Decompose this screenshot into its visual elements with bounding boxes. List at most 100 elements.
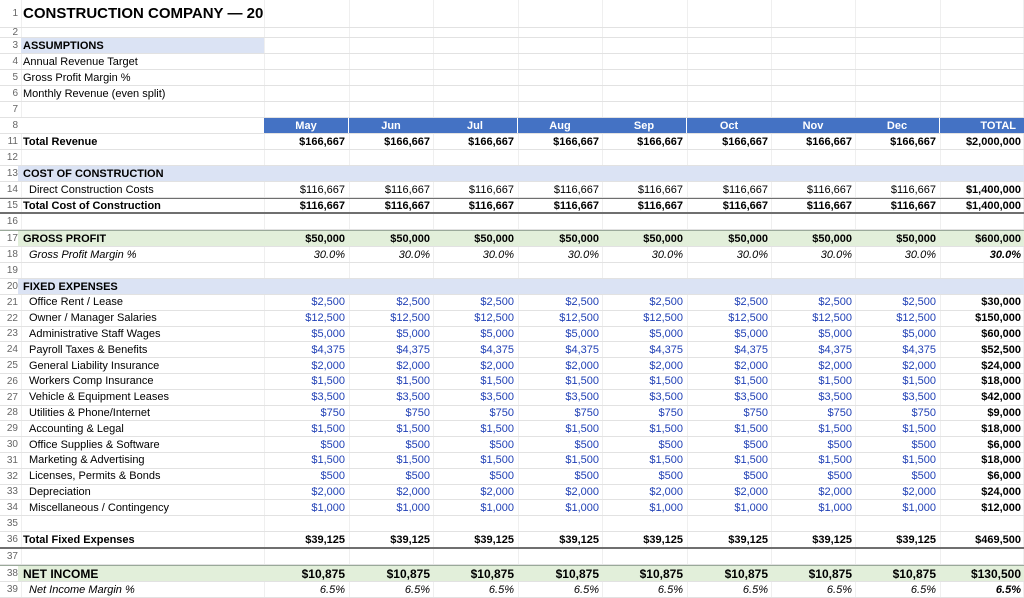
value-cell[interactable]: $6,000 bbox=[987, 438, 1021, 451]
value-cell[interactable]: $5,000 bbox=[396, 327, 430, 340]
value-cell[interactable]: $116,667 bbox=[384, 183, 430, 196]
value-cell[interactable]: $166,667 bbox=[890, 135, 936, 148]
net-income-label[interactable]: NET INCOME bbox=[23, 566, 99, 581]
value-cell[interactable]: $1,500 bbox=[565, 375, 599, 388]
expense-row[interactable]: 27 Vehicle & Equipment Leases $3,500 $3,500… bbox=[0, 389, 1024, 406]
value-cell[interactable]: $5,000 bbox=[649, 327, 683, 340]
value-cell[interactable]: $1,000 bbox=[311, 501, 345, 514]
value-cell[interactable]: $2,500 bbox=[734, 296, 768, 309]
value-cell[interactable]: $2,000 bbox=[818, 485, 852, 498]
value-cell[interactable]: $500 bbox=[574, 470, 599, 483]
expense-row[interactable]: 29 Accounting & Legal $1,500 $1,500 $1,500 $1… bbox=[0, 421, 1024, 438]
row-number[interactable]: 31 bbox=[0, 453, 18, 468]
value-cell[interactable]: $1,500 bbox=[396, 422, 430, 435]
expense-label[interactable]: Office Supplies & Software bbox=[29, 438, 160, 451]
expense-label[interactable]: Marketing & Advertising bbox=[29, 454, 145, 467]
value-cell[interactable]: $6,000 bbox=[987, 470, 1021, 483]
value-cell[interactable]: $1,500 bbox=[311, 422, 345, 435]
value-cell[interactable]: $4,375 bbox=[480, 343, 514, 356]
row-number[interactable]: 21 bbox=[0, 295, 18, 310]
value-cell[interactable]: $10,875 bbox=[470, 566, 514, 581]
value-cell[interactable]: $116,667 bbox=[553, 183, 599, 196]
assumptions-header-row[interactable]: 3 ASSUMPTIONS bbox=[0, 38, 1024, 54]
value-cell[interactable]: $5,000 bbox=[734, 327, 768, 340]
empty-row[interactable]: 2 bbox=[0, 27, 1024, 38]
value-cell[interactable]: $50,000 bbox=[390, 232, 430, 245]
net-margin-label[interactable]: Net Income Margin % bbox=[29, 583, 135, 596]
empty-row[interactable]: 19 bbox=[0, 263, 1024, 279]
value-cell[interactable]: $500 bbox=[911, 438, 936, 451]
value-cell[interactable]: $1,500 bbox=[734, 375, 768, 388]
value-cell[interactable]: $2,000 bbox=[311, 359, 345, 372]
value-cell[interactable]: $9,000 bbox=[987, 406, 1021, 419]
value-cell[interactable]: $5,000 bbox=[480, 327, 514, 340]
row-number[interactable]: 39 bbox=[0, 582, 18, 597]
value-cell[interactable]: $24,000 bbox=[981, 359, 1021, 372]
value-cell[interactable]: $50,000 bbox=[474, 232, 514, 245]
month-header[interactable]: Jul bbox=[433, 118, 517, 133]
value-cell[interactable]: $4,375 bbox=[396, 343, 430, 356]
value-cell[interactable]: $50,000 bbox=[896, 232, 936, 245]
value-cell[interactable]: $39,125 bbox=[559, 533, 599, 546]
net-income-row[interactable]: 38 NET INCOME $10,875 $10,875 $10,875 $10,875… bbox=[0, 565, 1024, 582]
value-cell[interactable]: $12,500 bbox=[896, 312, 936, 325]
value-cell[interactable]: $50,000 bbox=[643, 232, 683, 245]
row-number[interactable]: 36 bbox=[0, 532, 18, 547]
value-cell[interactable]: $2,500 bbox=[902, 296, 936, 309]
row-number[interactable]: 4 bbox=[0, 54, 18, 69]
row-label-cell[interactable] bbox=[21, 118, 264, 133]
value-cell[interactable]: $500 bbox=[489, 470, 514, 483]
row-number[interactable]: 23 bbox=[0, 326, 18, 342]
value-cell[interactable]: $500 bbox=[827, 470, 852, 483]
value-cell[interactable]: $3,500 bbox=[649, 391, 683, 404]
value-cell[interactable]: $116,667 bbox=[722, 183, 768, 196]
expense-row[interactable]: 21 Office Rent / Lease $2,500 $2,500 $2,500 $… bbox=[0, 295, 1024, 311]
value-cell[interactable]: $2,000 bbox=[480, 359, 514, 372]
total-revenue-label[interactable]: Total Revenue bbox=[23, 135, 98, 148]
expense-row[interactable]: 23 Administrative Staff Wages $5,000 $5,000… bbox=[0, 326, 1024, 343]
expense-row[interactable]: 24 Payroll Taxes & Benefits $4,375 $4,375 $4… bbox=[0, 342, 1024, 359]
value-cell[interactable]: $1,000 bbox=[818, 501, 852, 514]
row-label-cell[interactable] bbox=[21, 516, 264, 531]
value-cell[interactable]: $2,000 bbox=[734, 359, 768, 372]
value-cell[interactable]: $500 bbox=[743, 470, 768, 483]
value-cell[interactable]: $4,375 bbox=[649, 343, 683, 356]
value-cell[interactable]: $1,500 bbox=[396, 375, 430, 388]
value-cell[interactable]: 30.0% bbox=[567, 248, 599, 261]
value-cell[interactable]: $116,667 bbox=[637, 183, 683, 196]
value-cell[interactable]: $4,375 bbox=[734, 343, 768, 356]
row-number[interactable]: 16 bbox=[0, 214, 18, 229]
value-cell[interactable]: $12,500 bbox=[812, 312, 852, 325]
expense-label[interactable]: Licenses, Permits & Bonds bbox=[29, 470, 161, 483]
value-cell[interactable]: $166,667 bbox=[553, 135, 599, 148]
value-cell[interactable]: $1,000 bbox=[396, 501, 430, 514]
row-number[interactable]: 6 bbox=[0, 86, 18, 101]
fixed-expenses-header[interactable]: FIXED EXPENSES bbox=[23, 280, 118, 293]
value-cell[interactable]: 30.0% bbox=[313, 248, 345, 261]
value-cell[interactable]: $4,375 bbox=[902, 343, 936, 356]
empty-row[interactable]: 37 bbox=[0, 549, 1024, 565]
assumption-label[interactable]: Gross Profit Margin % bbox=[23, 71, 131, 84]
value-cell[interactable]: 6.5% bbox=[657, 583, 683, 596]
value-cell[interactable]: $4,375 bbox=[565, 343, 599, 356]
row-number[interactable]: 19 bbox=[0, 263, 18, 278]
month-header[interactable]: Oct bbox=[687, 118, 771, 133]
net-margin-row[interactable]: 39 Net Income Margin % 6.5% 6.5% 6.5% 6.5% 6.5… bbox=[0, 582, 1024, 598]
value-cell[interactable]: $42,000 bbox=[981, 391, 1021, 404]
value-cell[interactable]: $166,667 bbox=[299, 135, 345, 148]
row-label-cell[interactable] bbox=[21, 102, 264, 117]
gross-margin-label[interactable]: Gross Profit Margin % bbox=[29, 248, 137, 261]
expense-label[interactable]: Utilities & Phone/Internet bbox=[29, 406, 151, 419]
value-cell[interactable]: $2,500 bbox=[396, 296, 430, 309]
value-cell[interactable]: $600,000 bbox=[975, 232, 1021, 245]
month-header[interactable]: Sep bbox=[602, 118, 686, 133]
value-cell[interactable]: $12,500 bbox=[728, 312, 768, 325]
expense-label[interactable]: Vehicle & Equipment Leases bbox=[29, 391, 170, 404]
value-cell[interactable]: $2,500 bbox=[565, 296, 599, 309]
value-cell[interactable]: $2,000 bbox=[396, 359, 430, 372]
value-cell[interactable]: 6.5% bbox=[404, 583, 430, 596]
row-number[interactable]: 30 bbox=[0, 437, 18, 452]
value-cell[interactable]: $2,000 bbox=[311, 485, 345, 498]
row-number[interactable]: 27 bbox=[0, 389, 18, 405]
value-cell[interactable]: $5,000 bbox=[902, 327, 936, 340]
